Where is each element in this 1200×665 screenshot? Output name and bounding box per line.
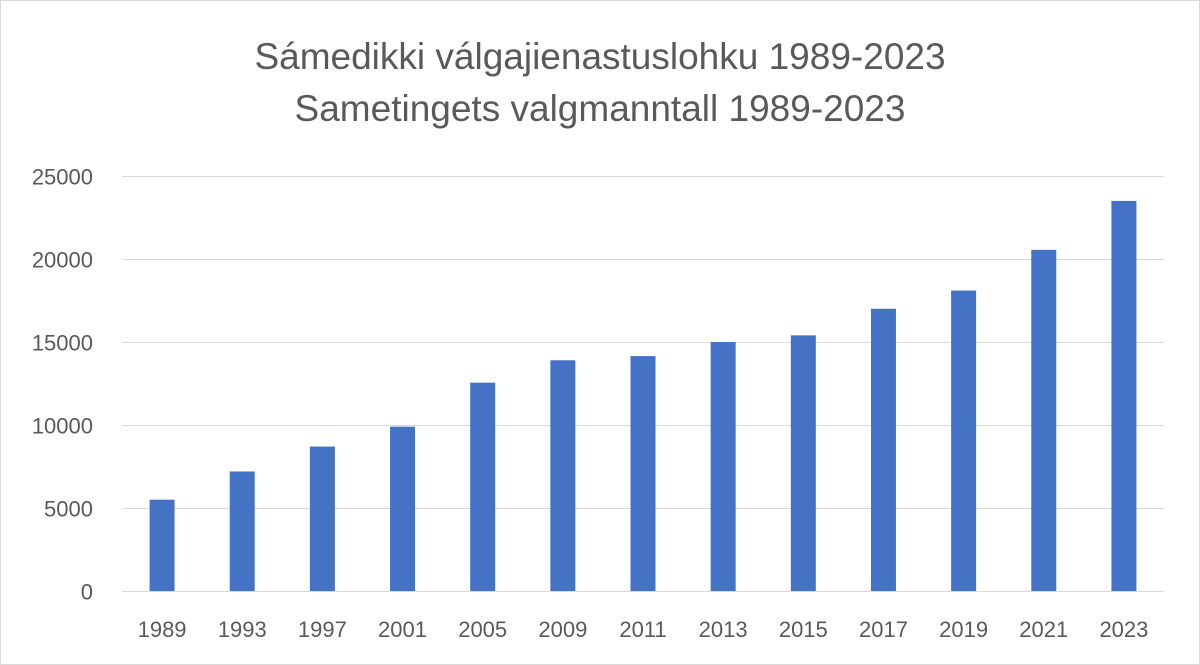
x-tick-label: 2015 — [779, 617, 828, 642]
x-tick-label: 2013 — [699, 617, 748, 642]
y-tick-label: 25000 — [32, 165, 93, 190]
chart-title-line-1: Sámedikki válgajienastuslohku 1989-2023 — [254, 36, 946, 77]
y-tick-label: 20000 — [32, 248, 93, 273]
bar-2013 — [710, 342, 736, 591]
bar-2017 — [870, 308, 896, 591]
x-axis-ticks: 1989 1993 1997 2001 2005 2009 2011 2013 2015 2017… — [138, 617, 1149, 642]
x-tick-label: 2011 — [619, 617, 666, 642]
bar-2009 — [550, 360, 576, 591]
x-tick-label: 2023 — [1099, 617, 1148, 642]
bar-2015 — [790, 335, 816, 591]
chart-title: Sámedikki válgajienastuslohku 1989-2023 … — [1, 31, 1199, 135]
x-tick-label: 2001 — [378, 617, 427, 642]
bar-1993 — [229, 471, 255, 591]
y-tick-label: 5000 — [44, 497, 93, 522]
x-tick-label: 2019 — [939, 617, 988, 642]
bar-2019 — [951, 290, 977, 591]
chart-title-line-2: Sametingets valgmanntall 1989-2023 — [294, 88, 906, 129]
bar-2023 — [1111, 200, 1137, 591]
bar-2011 — [630, 356, 656, 591]
x-tick-label: 2009 — [538, 617, 587, 642]
y-tick-label: 0 — [81, 580, 93, 605]
y-tick-label: 10000 — [32, 414, 93, 439]
bar-1997 — [309, 446, 335, 591]
bar-1989 — [149, 499, 175, 591]
x-tick-label: 2005 — [458, 617, 507, 642]
x-tick-label: 1989 — [138, 617, 187, 642]
x-tick-label: 1993 — [218, 617, 267, 642]
bar-2005 — [470, 382, 496, 591]
x-tick-label: 1997 — [298, 617, 347, 642]
x-tick-label: 2021 — [1019, 617, 1068, 642]
bar-2001 — [390, 426, 416, 591]
y-tick-label: 15000 — [32, 331, 93, 356]
y-axis-ticks: 0 5000 10000 15000 20000 25000 — [32, 165, 93, 605]
bars — [149, 200, 1137, 591]
x-tick-label: 2017 — [859, 617, 908, 642]
bar-2021 — [1031, 249, 1057, 591]
